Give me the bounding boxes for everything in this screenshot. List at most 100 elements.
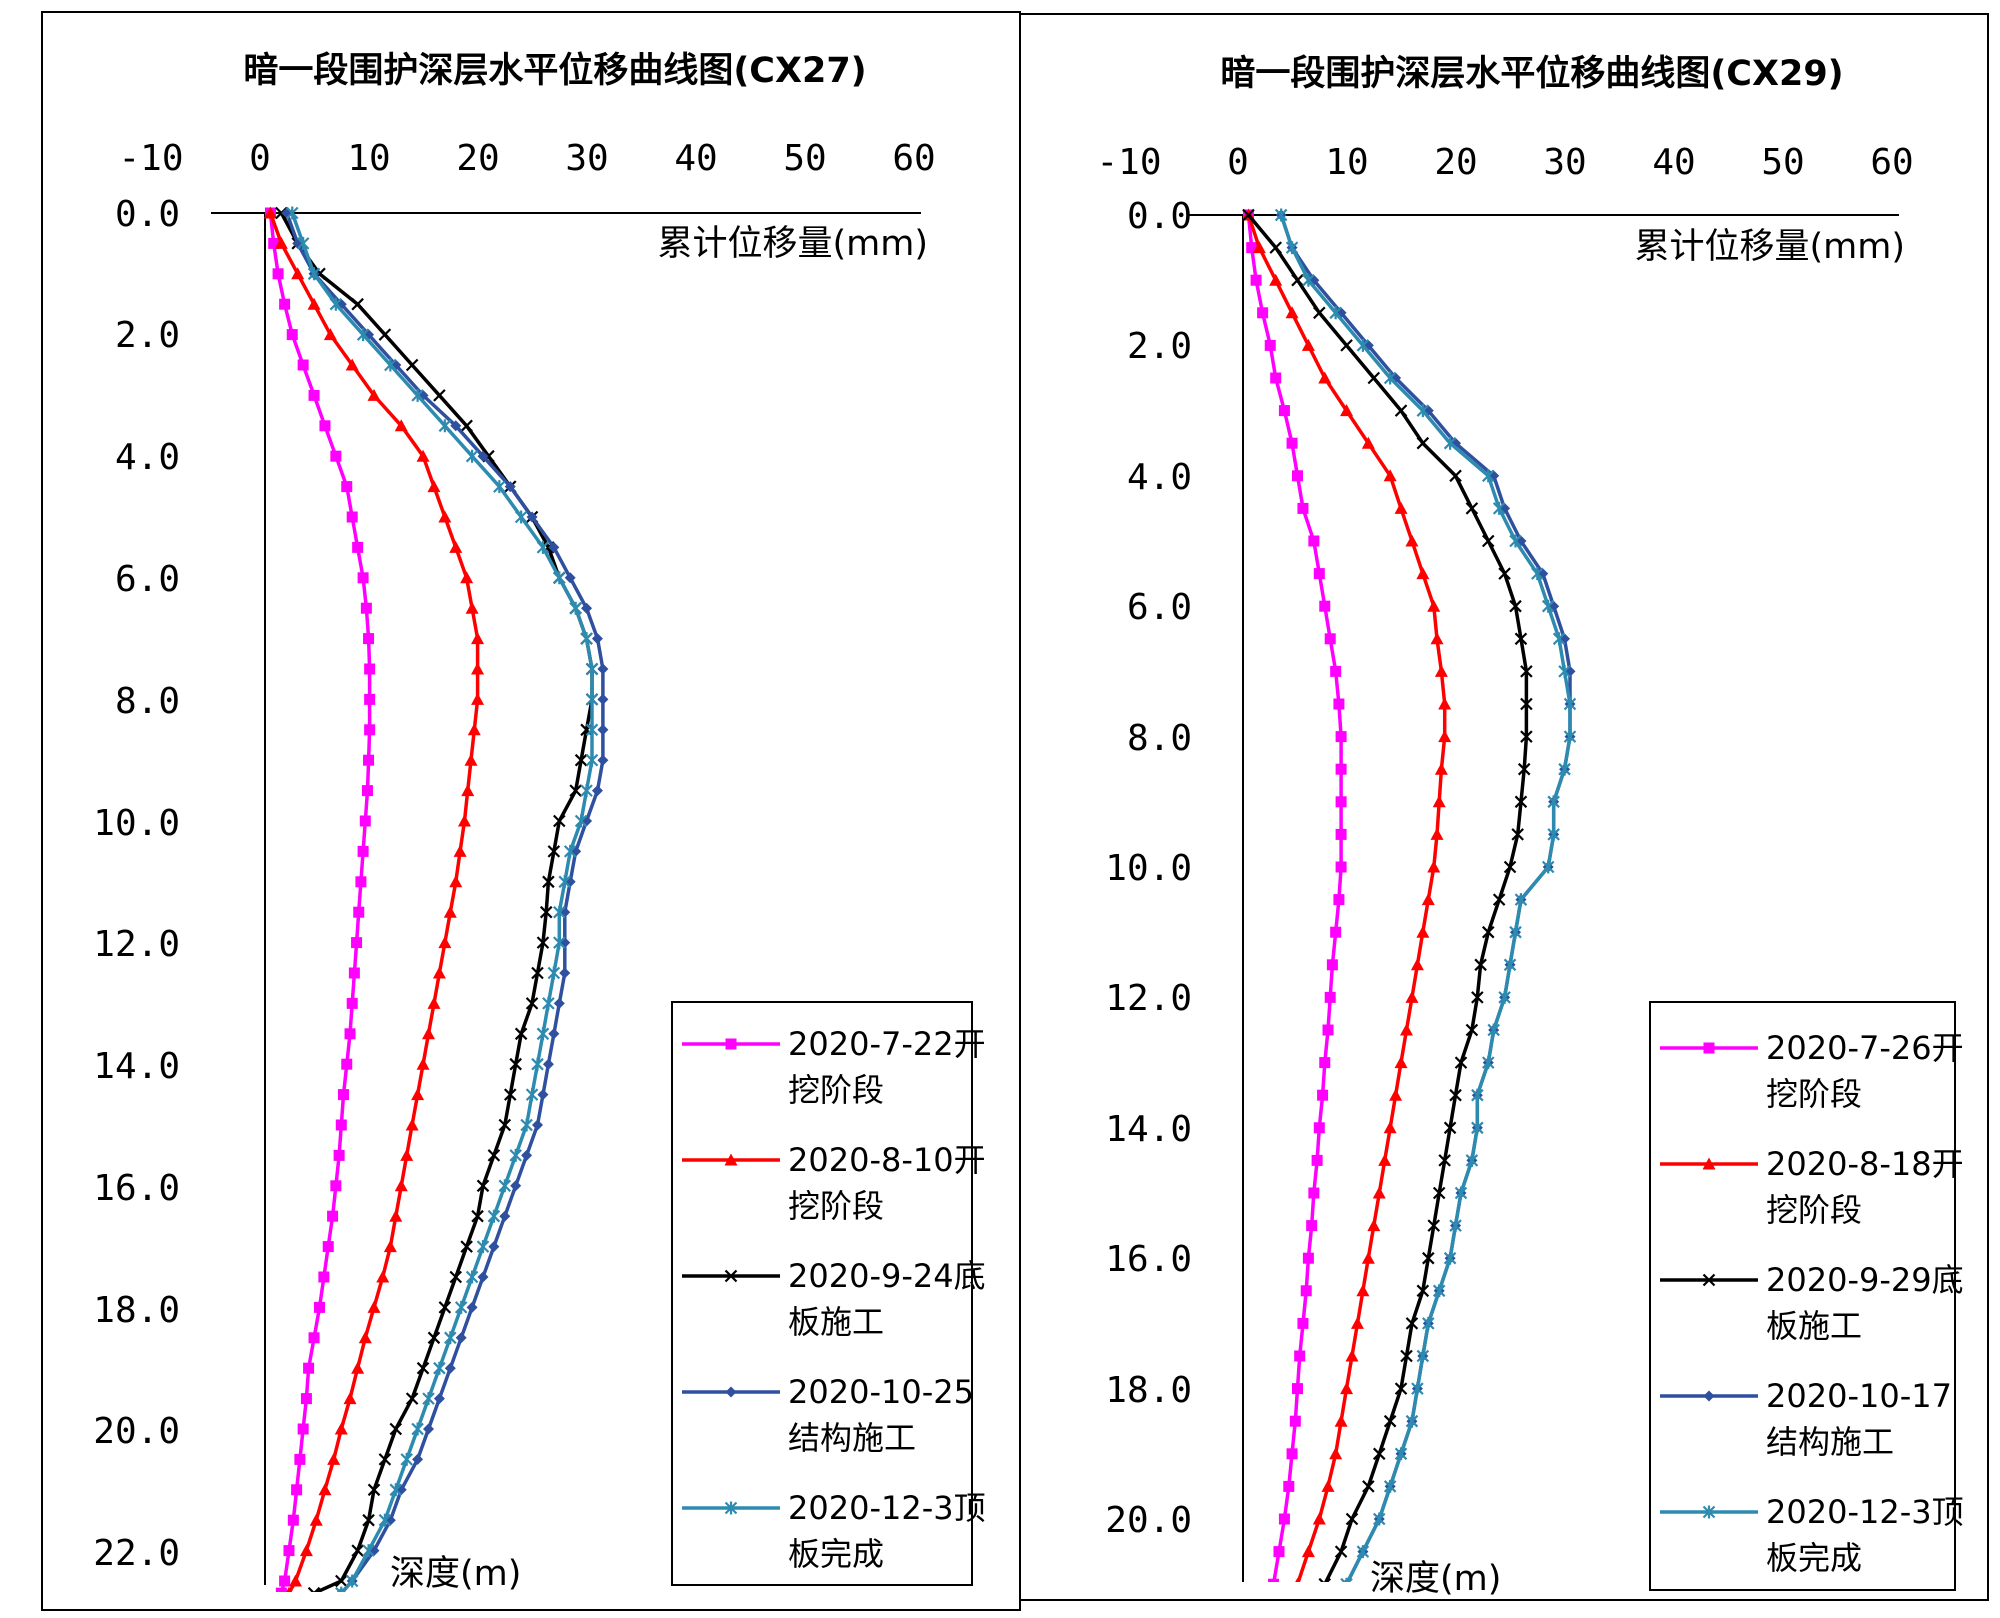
data-point — [432, 966, 446, 979]
data-point — [1383, 469, 1397, 482]
data-point — [1345, 1349, 1359, 1362]
data-point — [291, 1484, 303, 1496]
legend-marker — [725, 1038, 737, 1050]
data-point — [1400, 1349, 1413, 1363]
chart-right-series — [1241, 208, 1577, 1618]
x-tick-label: 10 — [347, 138, 390, 179]
data-point — [585, 753, 599, 767]
data-point — [1294, 1350, 1306, 1362]
data-point — [449, 1270, 463, 1284]
data-point — [359, 815, 371, 827]
legend-label: 结构施工 — [788, 1419, 916, 1457]
data-point — [1509, 925, 1522, 939]
data-point — [1250, 274, 1262, 286]
data-point — [1303, 1611, 1314, 1618]
x-tick-label: 20 — [1434, 142, 1477, 183]
data-point — [357, 845, 369, 857]
data-point — [1410, 958, 1424, 971]
data-point — [1416, 436, 1430, 450]
data-point — [1325, 1611, 1336, 1618]
data-point — [427, 1331, 441, 1345]
data-point — [272, 268, 284, 280]
data-point — [367, 1483, 381, 1497]
data-point — [416, 1361, 430, 1375]
data-point — [1547, 795, 1560, 809]
data-point — [1416, 567, 1430, 580]
data-point — [1432, 1186, 1446, 1200]
data-point — [465, 1270, 479, 1284]
y-tick-label: 18.0 — [93, 1290, 180, 1331]
data-point — [1268, 1578, 1280, 1582]
data-point — [1286, 437, 1298, 449]
data-point — [1333, 698, 1345, 710]
legend-entry: 2020-9-24底 板施工 — [682, 1257, 986, 1341]
data-point — [319, 420, 331, 432]
data-point — [1503, 860, 1517, 874]
data-point — [585, 662, 599, 676]
x-tick-label: -10 — [1096, 142, 1161, 183]
data-point — [1261, 1611, 1272, 1618]
legend-label: 2020-10-25 — [788, 1373, 974, 1411]
data-point — [498, 1179, 512, 1193]
x-tick-label: 40 — [674, 138, 717, 179]
data-point — [400, 1452, 413, 1466]
legend-box — [1649, 1001, 1956, 1591]
data-point — [1430, 632, 1444, 645]
data-point — [591, 785, 603, 797]
legend-label: 板施工 — [788, 1303, 884, 1341]
data-point — [422, 1027, 435, 1040]
data-point — [1487, 1023, 1500, 1037]
y-tick-label: 8.0 — [1127, 718, 1192, 759]
legend-label: 结构施工 — [1766, 1423, 1894, 1461]
data-point — [1416, 404, 1430, 418]
legend-label: 2020-8-10开 — [788, 1141, 986, 1179]
data-point — [564, 572, 576, 584]
data-point — [1302, 273, 1315, 287]
data-point — [1394, 1056, 1408, 1069]
data-point — [412, 1453, 424, 1465]
data-point — [464, 753, 478, 766]
data-point — [378, 328, 392, 341]
data-point — [1252, 241, 1266, 254]
data-point — [1443, 436, 1457, 450]
legend-label: 挖阶段 — [788, 1187, 884, 1225]
chart-right-title: 暗一段围护深层水平位移曲线图(CX29) — [1220, 53, 1843, 94]
data-point — [1471, 991, 1484, 1004]
data-point — [346, 997, 358, 1009]
data-point — [1295, 1577, 1300, 1582]
data-point — [367, 1300, 381, 1313]
data-point — [1329, 1447, 1343, 1460]
data-point — [279, 1575, 291, 1587]
data-point — [510, 1180, 522, 1192]
data-point — [433, 389, 446, 402]
data-point — [1541, 599, 1555, 613]
data-point — [1434, 762, 1448, 775]
data-point — [525, 1088, 539, 1102]
legend-label: 挖阶段 — [1766, 1191, 1862, 1229]
data-point — [1269, 241, 1282, 254]
data-point — [471, 692, 485, 705]
data-point — [520, 1118, 533, 1132]
data-point — [1335, 796, 1347, 808]
data-point — [405, 1392, 419, 1405]
data-point — [433, 1361, 446, 1375]
data-point — [493, 480, 506, 494]
data-point — [327, 1210, 339, 1222]
chart-right-x-axis-label: 累计位移量(mm) — [1635, 227, 1906, 267]
x-tick-label: 0 — [1227, 142, 1249, 183]
data-point — [353, 906, 365, 918]
data-point — [1335, 828, 1347, 840]
legend-label: 板完成 — [788, 1535, 884, 1573]
data-point — [1297, 1317, 1309, 1329]
data-point — [394, 1179, 408, 1192]
data-point — [335, 1586, 348, 1592]
chart-left-y-axis-label: 深度(m) — [390, 1554, 521, 1594]
data-point — [476, 1240, 490, 1254]
data-point — [1438, 697, 1452, 710]
data-point — [465, 449, 479, 463]
data-point — [384, 358, 397, 372]
data-point — [1394, 404, 1408, 417]
data-point — [351, 1544, 364, 1557]
data-point — [438, 510, 452, 523]
data-point — [1308, 535, 1320, 547]
